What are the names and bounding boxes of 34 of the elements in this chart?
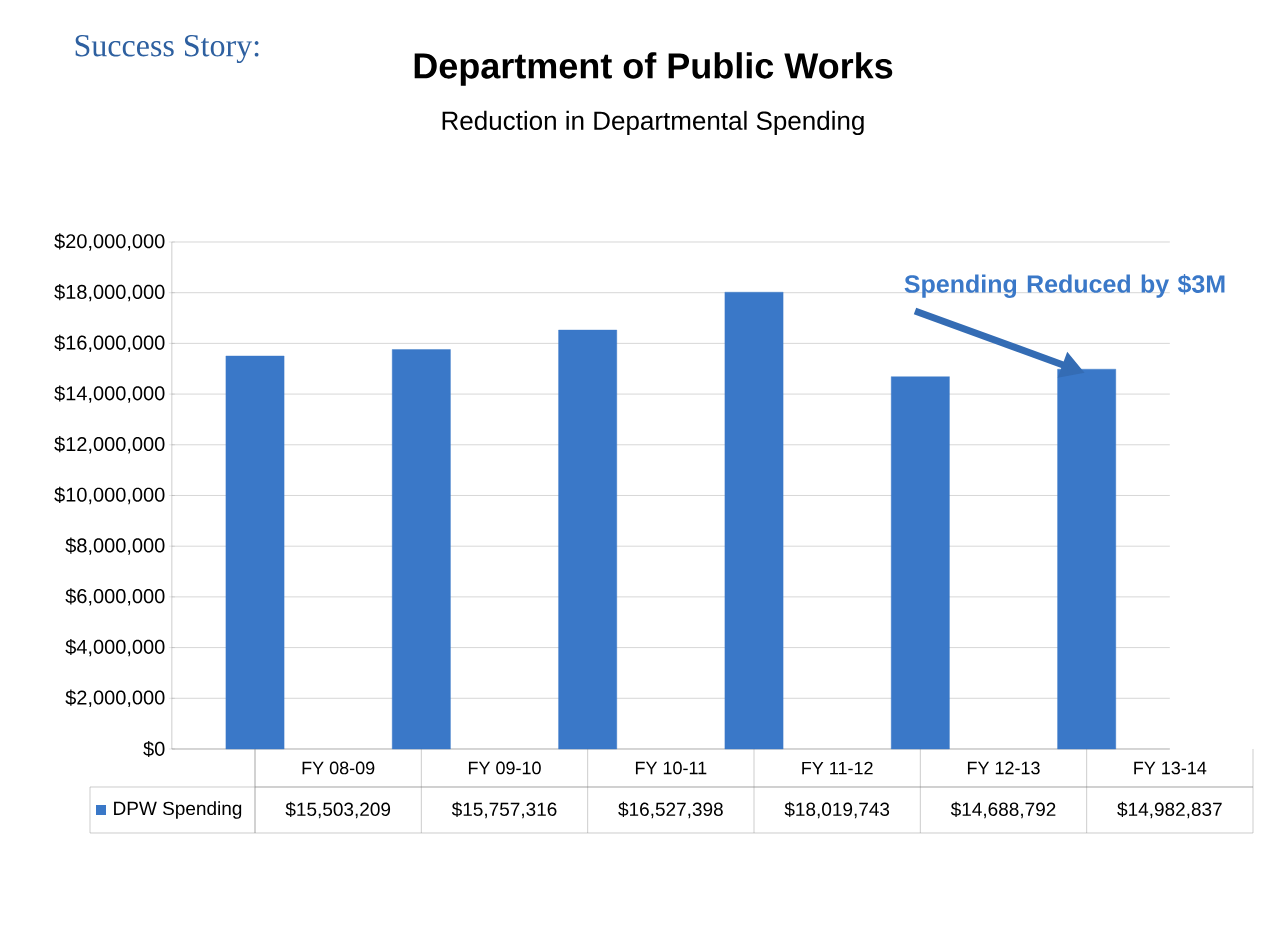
y-tick-label: $14,000,000 <box>54 385 165 403</box>
legend-label: DPW Spending <box>114 801 242 819</box>
y-tick-label: $0 <box>143 740 165 758</box>
y-tick-label: $18,000,000 <box>54 284 165 302</box>
chart-subtitle: Reduction in Departmental Spending <box>442 110 864 136</box>
data-label: $15,503,209 <box>285 801 391 819</box>
data-label: $16,527,398 <box>618 801 723 819</box>
data-label: $14,982,837 <box>1117 801 1222 819</box>
y-tick-label: $16,000,000 <box>54 334 165 353</box>
annotation: Spending Reduced by $3M <box>904 274 1225 298</box>
data-label: $14,688,792 <box>950 801 1056 819</box>
bar <box>558 329 617 750</box>
x-tick-label: FY 12-13 <box>967 761 1040 775</box>
y-tick-label: $2,000,000 <box>65 689 165 707</box>
x-tick-label: FY 09-10 <box>468 761 541 775</box>
bar <box>392 349 451 750</box>
data-label: $18,019,743 <box>784 801 890 819</box>
x-tick-label: FY 13-14 <box>1134 761 1207 775</box>
y-tick-label: $20,000,000 <box>54 233 165 251</box>
x-tick-label: FY 08-09 <box>302 761 375 775</box>
y-tick-label: $8,000,000 <box>65 537 165 555</box>
bar <box>724 291 784 750</box>
bar <box>1057 368 1116 750</box>
x-tick-label: FY 10-11 <box>635 761 707 775</box>
bar <box>891 376 950 750</box>
bar <box>225 355 285 750</box>
data-label: $15,757,316 <box>451 801 557 819</box>
text: Success Story: <box>75 34 259 64</box>
y-tick-label: $10,000,000 <box>54 486 165 505</box>
y-tick-label: $6,000,000 <box>65 588 165 606</box>
chart-title: Department of Public Works <box>414 52 893 86</box>
y-tick-label: $12,000,000 <box>54 436 165 454</box>
x-tick-label: FY 11-12 <box>802 761 873 775</box>
y-tick-label: $4,000,000 <box>65 638 165 657</box>
